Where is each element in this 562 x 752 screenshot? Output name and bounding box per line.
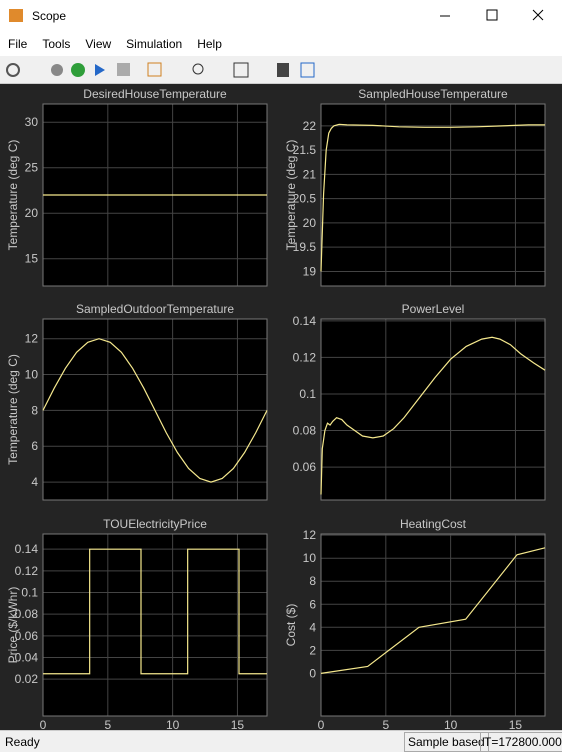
settings-button[interactable] (6, 63, 20, 77)
x-tick-label: 15 (231, 718, 245, 730)
y-tick-label: 10 (25, 368, 39, 382)
x-tick-label: 5 (382, 718, 389, 730)
y-axis-label: Price ($/kWhr) (6, 587, 20, 664)
status-time: T=172800.000 (480, 732, 562, 752)
y-tick-label: 10 (303, 551, 317, 565)
y-tick-label: 19.5 (293, 240, 317, 254)
y-tick-label: 0.1 (299, 387, 316, 401)
chart-title: HeatingCost (400, 517, 467, 531)
axes-frame (320, 103, 546, 287)
y-tick-label: 20 (25, 206, 39, 220)
y-tick-label: 4 (31, 475, 38, 489)
stop-button (117, 63, 130, 76)
y-tick-label: 0.04 (15, 651, 39, 665)
y-tick-label: 0.08 (293, 424, 317, 438)
x-tick-label: 5 (104, 718, 111, 730)
app-icon (9, 9, 23, 22)
y-tick-label: 4 (309, 620, 316, 634)
y-tick-label: 19 (303, 264, 317, 278)
toolbar (0, 56, 562, 84)
axes-background (43, 534, 267, 716)
axes-frame (42, 533, 268, 717)
title-bar: Scope (0, 0, 562, 32)
plot-area: DesiredHouseTemperature Temperature (deg … (0, 84, 562, 730)
menu-item[interactable]: View (85, 37, 112, 51)
y-axis-label: Cost ($) (284, 604, 298, 647)
data-line (320, 123, 545, 272)
chart-title: TOUElectricityPrice (103, 517, 207, 531)
y-tick-label: 20 (303, 216, 317, 230)
maximize[interactable] (486, 9, 498, 21)
y-tick-label: 12 (25, 332, 39, 346)
y-axis-label: Temperature (deg C) (6, 354, 20, 465)
y-tick-label: 0.14 (293, 314, 317, 328)
y-tick-label: 0.08 (15, 607, 39, 621)
x-tick-label: 10 (166, 718, 180, 730)
status-state: Ready (5, 735, 40, 749)
axes-background (321, 319, 545, 500)
y-tick-label: 0.12 (293, 350, 317, 364)
chart-title: DesiredHouseTemperature (83, 87, 227, 101)
menu-item[interactable]: File (8, 37, 28, 51)
close[interactable] (532, 9, 544, 21)
highlight-button[interactable] (147, 62, 162, 77)
menu-item[interactable]: Help (197, 37, 222, 51)
data-line (320, 336, 546, 495)
title-bar-graphics: Scope (9, 9, 544, 23)
y-tick-label: 25 (25, 161, 39, 175)
y-tick-label: 21 (303, 167, 317, 181)
x-tick-label: 0 (40, 718, 47, 730)
y-tick-label: 22 (303, 119, 317, 133)
window-title: Scope (32, 9, 66, 23)
y-tick-label: 0.06 (15, 629, 39, 643)
y-tick-label: 0.12 (15, 564, 39, 578)
style-button[interactable] (300, 62, 315, 78)
menu-bar: File Tools View Simulation Help (0, 32, 562, 56)
y-tick-label: 2 (309, 643, 316, 657)
run-button[interactable] (71, 63, 85, 77)
y-tick-label: 8 (31, 403, 38, 417)
axes-background (321, 104, 545, 286)
y-tick-label: 0.06 (293, 460, 317, 474)
y-tick-label: 15 (25, 252, 39, 266)
chart-title: PowerLevel (402, 302, 465, 316)
y-tick-label: 21.5 (293, 143, 317, 157)
data-line (42, 338, 268, 483)
y-axis-label: Temperature (deg C) (284, 140, 298, 251)
data-line (320, 547, 546, 674)
y-tick-label: 0.02 (15, 672, 39, 686)
status-mode: Sample based (404, 732, 489, 752)
y-tick-label: 20.5 (293, 192, 317, 206)
chart-title: SampledHouseTemperature (358, 87, 508, 101)
axes-frame (320, 318, 546, 501)
y-tick-label: 6 (31, 439, 38, 453)
y-tick-label: 12 (303, 528, 317, 542)
x-tick-label: 15 (509, 718, 523, 730)
triggers-button[interactable] (277, 63, 289, 77)
step-forward-button[interactable] (95, 64, 105, 76)
toolbar-icons (6, 62, 315, 78)
y-tick-label: 30 (25, 115, 39, 129)
menu-item[interactable]: Simulation (126, 37, 183, 51)
y-axis-label: Temperature (deg C) (6, 140, 20, 251)
x-tick-label: 10 (444, 718, 458, 730)
x-tick-label: 0 (318, 718, 325, 730)
zoom-button[interactable] (192, 63, 204, 75)
y-tick-label: 6 (309, 597, 316, 611)
y-tick-label: 0 (309, 666, 316, 680)
autoscale-button[interactable] (233, 62, 249, 78)
y-tick-label: 8 (309, 574, 316, 588)
chart-title: SampledOutdoorTemperature (76, 302, 234, 316)
y-tick-label: 0.14 (15, 542, 39, 556)
data-line (43, 548, 267, 675)
step-back-button[interactable] (51, 64, 63, 76)
y-tick-label: 0.1 (21, 586, 38, 600)
status-bar: Ready Sample based T=172800.000 (0, 730, 562, 752)
menu-item[interactable]: Tools (42, 37, 71, 51)
axes-frame (320, 533, 546, 717)
